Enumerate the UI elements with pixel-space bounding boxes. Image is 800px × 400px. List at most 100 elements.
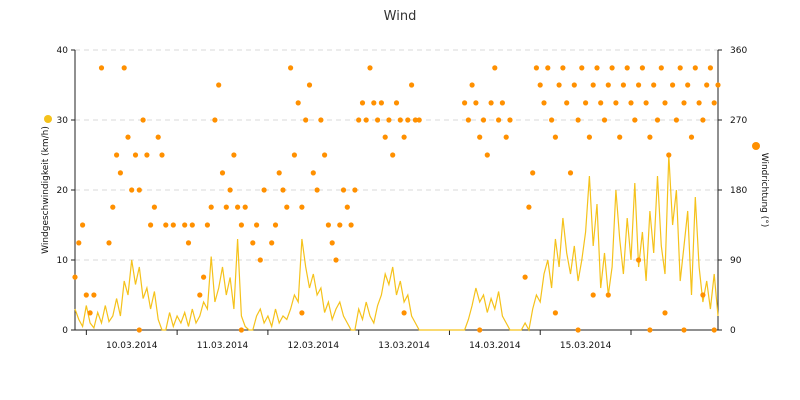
direction-point [462, 100, 468, 106]
direction-point [601, 117, 608, 123]
direction-point [306, 82, 313, 88]
direction-point [269, 240, 275, 246]
direction-point [148, 222, 154, 228]
direction-point [91, 292, 97, 298]
direction-point [711, 100, 717, 106]
direction-point [106, 240, 112, 246]
direction-point [201, 274, 207, 280]
direction-point [208, 204, 214, 210]
direction-point [605, 82, 611, 88]
y-tick-label-left: 10 [57, 256, 69, 266]
direction-point [114, 152, 120, 158]
direction-point [303, 117, 309, 123]
direction-point [666, 152, 672, 158]
direction-point [117, 170, 123, 176]
direction-point [503, 134, 509, 140]
direction-point [132, 152, 139, 158]
direction-point [480, 117, 487, 123]
direction-point [386, 117, 392, 123]
direction-point [291, 152, 297, 158]
direction-point [409, 82, 415, 88]
direction-point [163, 222, 169, 228]
direction-point [261, 187, 267, 193]
direction-point [575, 117, 581, 123]
direction-point [643, 100, 649, 106]
direction-point [594, 65, 600, 71]
x-tick-label: 12.03.2014 [288, 341, 340, 351]
direction-point [219, 170, 226, 176]
direction-point [314, 187, 320, 193]
direction-point [182, 222, 188, 228]
direction-point [98, 65, 105, 71]
direction-point [530, 170, 536, 176]
direction-point [499, 100, 505, 106]
direction-point [110, 204, 116, 210]
direction-point [636, 82, 642, 88]
direction-point [526, 204, 532, 210]
direction-point [390, 152, 396, 158]
direction-point [492, 65, 498, 71]
direction-point [670, 82, 676, 88]
direction-point [704, 82, 710, 88]
direction-point [469, 82, 475, 88]
direction-point [579, 65, 585, 71]
direction-point [284, 204, 290, 210]
direction-point [552, 310, 559, 316]
direction-point [620, 82, 627, 88]
direction-point [393, 100, 400, 106]
direction-point [711, 327, 717, 333]
direction-point [367, 65, 373, 71]
direction-point [238, 222, 244, 228]
direction-point [639, 65, 646, 71]
direction-point [571, 82, 577, 88]
direction-point [340, 187, 347, 193]
direction-point [136, 327, 142, 333]
y-tick-label-right: 0 [730, 326, 736, 336]
y-tick-label-right: 360 [730, 46, 747, 56]
direction-point [598, 100, 604, 106]
x-tick-label: 13.03.2014 [378, 341, 430, 351]
direction-point [488, 100, 494, 106]
direction-point [586, 134, 593, 140]
direction-point [651, 82, 657, 88]
direction-point [352, 187, 358, 193]
direction-point [473, 100, 479, 106]
direction-point [541, 100, 547, 106]
direction-point [280, 187, 286, 193]
direction-point [590, 292, 596, 298]
direction-point [140, 117, 146, 123]
direction-point [677, 65, 683, 71]
direction-point [76, 240, 82, 246]
direction-point [688, 134, 695, 140]
direction-point [238, 327, 244, 333]
direction-point [136, 187, 142, 193]
direction-point [197, 292, 203, 298]
direction-point [545, 65, 551, 71]
direction-point [507, 117, 513, 123]
direction-point [185, 240, 192, 246]
direction-point [647, 327, 653, 333]
direction-point [272, 222, 279, 228]
direction-point [359, 100, 366, 106]
direction-point [696, 100, 702, 106]
direction-point [681, 100, 687, 106]
chart-title: Wind [384, 9, 417, 24]
direction-point [299, 204, 305, 210]
x-tick-label: 11.03.2014 [197, 341, 249, 351]
direction-legend-marker [752, 142, 760, 150]
direction-point [700, 292, 706, 298]
direction-point [533, 65, 540, 71]
direction-point [484, 152, 490, 158]
direction-point [405, 117, 411, 123]
y-tick-label-right: 180 [730, 186, 747, 196]
direction-point [628, 100, 634, 106]
direction-point [401, 134, 407, 140]
direction-point [144, 152, 150, 158]
direction-point [658, 65, 664, 71]
direction-point [216, 82, 222, 88]
direction-point [235, 204, 241, 210]
direction-point [223, 204, 229, 210]
direction-point [477, 134, 483, 140]
direction-point [155, 134, 161, 140]
